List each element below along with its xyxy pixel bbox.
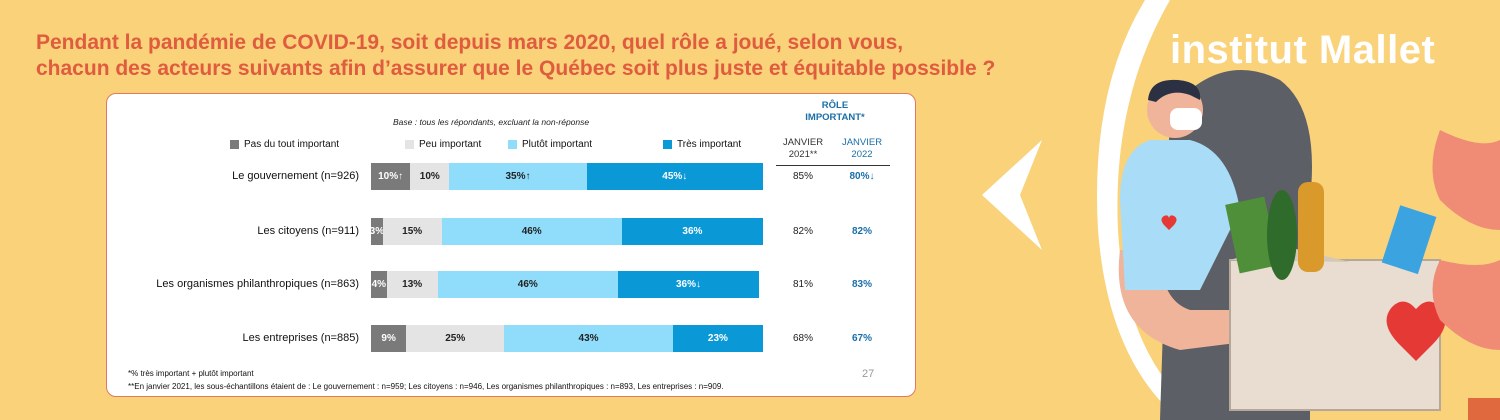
bar-segment: 10%: [410, 163, 450, 190]
question-line-1: Pendant la pandémie de COVID-19, soit de…: [36, 31, 904, 54]
clapping-hands-top: [1432, 130, 1500, 230]
role-title-line-1: RÔLE: [821, 100, 849, 111]
bar-segment: 46%: [437, 271, 618, 298]
col-header-jan2021-line-2: 2021**: [788, 149, 818, 160]
row-label: Les entreprises (n=885): [242, 332, 359, 344]
role-jan2021-value: 68%: [792, 333, 813, 344]
bar-segment: 36%: [621, 218, 763, 245]
chevron-left-icon: [982, 140, 1042, 250]
legend-item: Peu important: [405, 137, 481, 151]
role-jan2022-value: 80%↓: [849, 171, 875, 182]
legend-swatch: [663, 139, 672, 149]
corner-block: [1468, 398, 1500, 420]
bar-segment: 45%↓: [586, 163, 763, 190]
legend-label: Pas du tout important: [244, 138, 340, 150]
col-header-jan2021: JANVIER 2021**: [773, 137, 833, 161]
question-line-2: chacun des acteurs suivants afin d’assur…: [36, 57, 996, 80]
role-jan2022-value: 82%: [851, 226, 872, 237]
legend-swatch: [508, 139, 517, 149]
role-jan2021-value: 82%: [792, 226, 813, 237]
legend-swatch: [405, 139, 414, 149]
bottle: [1298, 182, 1324, 272]
legend-label: Peu important: [419, 138, 482, 150]
bar-segment: 10%↑: [371, 163, 411, 190]
bar-segment: 13%: [386, 271, 438, 298]
col-header-jan2021-line-1: JANVIER: [782, 137, 824, 148]
person-shirt: [1120, 140, 1240, 290]
col-header-jan2022-line-2: 2022: [851, 149, 873, 160]
white-arc: [1096, 0, 1205, 420]
role-title-line-2: IMPORTANT*: [805, 112, 865, 123]
blue-package: [1381, 205, 1437, 275]
footnote-2: **En janvier 2021, les sous-échantillons…: [128, 382, 724, 391]
role-jan2022-value: 83%: [851, 279, 872, 290]
bar-segment: 25%: [406, 325, 505, 352]
row-label: Les citoyens (n=911): [257, 225, 359, 237]
row-label: Les organismes philanthropiques (n=863): [156, 278, 359, 290]
role-jan2021-value: 81%: [792, 279, 813, 290]
bar-segment: 4%: [371, 271, 387, 298]
col-header-jan2022-line-1: JANVIER: [841, 137, 883, 148]
bar-segment: 46%: [441, 218, 622, 245]
bar-segment: 23%: [672, 325, 763, 352]
legend-item: Pas du tout important: [230, 137, 339, 151]
legend-label: Plutôt important: [522, 138, 593, 150]
col-header-jan2022: JANVIER 2022: [832, 137, 892, 161]
face-mask: [1170, 108, 1202, 130]
cucumber: [1267, 190, 1297, 280]
legend-swatch: [230, 139, 239, 149]
legend-item: Très important: [663, 137, 741, 151]
heart-small-icon: [1161, 215, 1177, 230]
role-title: RÔLE IMPORTANT*: [790, 100, 880, 124]
legend-item: Plutôt important: [508, 137, 592, 151]
bar-segment: 35%↑: [449, 163, 587, 190]
page-number: 27: [862, 368, 875, 380]
bar-segment: 3%: [371, 218, 383, 245]
leafy-green: [1225, 196, 1279, 274]
bar-segment: 15%: [382, 218, 442, 245]
question-title: Pendant la pandémie de COVID-19, soit de…: [36, 30, 1096, 82]
footnote-1: *% très important + plutôt important: [128, 369, 254, 378]
illustration: [982, 0, 1500, 420]
bar-segment: 43%: [504, 325, 673, 352]
logo: institut Mallet: [1170, 28, 1436, 72]
bar-segment: 36%↓: [617, 271, 760, 298]
legend-label: Très important: [677, 138, 742, 150]
heart-large-icon: [1386, 301, 1446, 361]
person-hair: [1148, 79, 1201, 102]
clapping-hands-bottom: [1432, 260, 1500, 350]
row-label: Le gouvernement (n=926): [232, 170, 359, 182]
base-note: Base : tous les répondants, excluant la …: [393, 117, 590, 127]
role-jan2021-value: 85%: [792, 171, 813, 182]
role-jan2022-value: 67%: [851, 333, 872, 344]
header-rule: [776, 165, 890, 166]
bar-segment: 9%: [371, 325, 407, 352]
